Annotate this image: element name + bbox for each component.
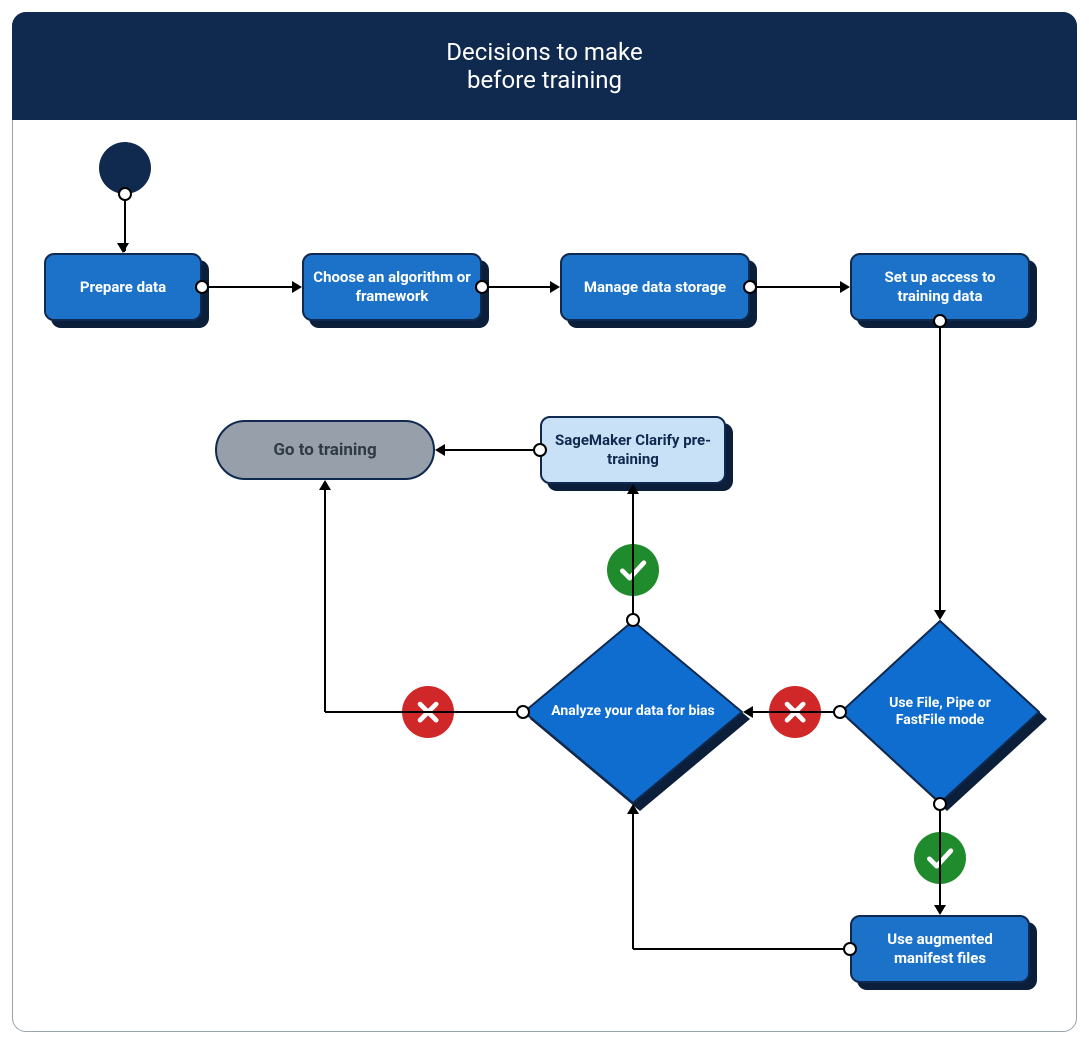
manage-label: Manage data storage bbox=[584, 278, 726, 297]
choose-label: Choose an algorithm or framework bbox=[312, 268, 472, 306]
clarify-label: SageMaker Clarify pre-training bbox=[550, 431, 716, 469]
x-icon bbox=[402, 686, 454, 738]
mode-label: Use File, Pipe or FastFile mode bbox=[840, 620, 1040, 804]
access-label: Set up access to training data bbox=[860, 268, 1020, 306]
header-line-2: before training bbox=[467, 66, 622, 94]
analyze-label: Analyze your data for bias bbox=[523, 620, 743, 804]
augmented-node: Use augmented manifest files bbox=[850, 915, 1030, 983]
diagram-frame bbox=[12, 12, 1077, 1032]
prepare-node: Prepare data bbox=[44, 253, 202, 321]
goto-node: Go to training bbox=[215, 420, 435, 480]
start-node bbox=[99, 142, 151, 194]
manage-node: Manage data storage bbox=[560, 253, 750, 321]
goto-label: Go to training bbox=[273, 440, 376, 460]
mode-node: Use File, Pipe or FastFile mode bbox=[840, 620, 1040, 804]
check-icon bbox=[914, 832, 966, 884]
analyze-node: Analyze your data for bias bbox=[523, 620, 743, 804]
augmented-label: Use augmented manifest files bbox=[860, 930, 1020, 968]
header-line-1: Decisions to make bbox=[446, 38, 642, 66]
x-icon bbox=[769, 686, 821, 738]
prepare-label: Prepare data bbox=[80, 278, 166, 297]
check-icon bbox=[607, 544, 659, 596]
choose-node: Choose an algorithm or framework bbox=[302, 253, 482, 321]
clarify-node: SageMaker Clarify pre-training bbox=[540, 416, 726, 484]
canvas: Decisions to make before training Prepar… bbox=[0, 0, 1089, 1044]
diagram-header: Decisions to make before training bbox=[12, 12, 1077, 120]
access-node: Set up access to training data bbox=[850, 253, 1030, 321]
